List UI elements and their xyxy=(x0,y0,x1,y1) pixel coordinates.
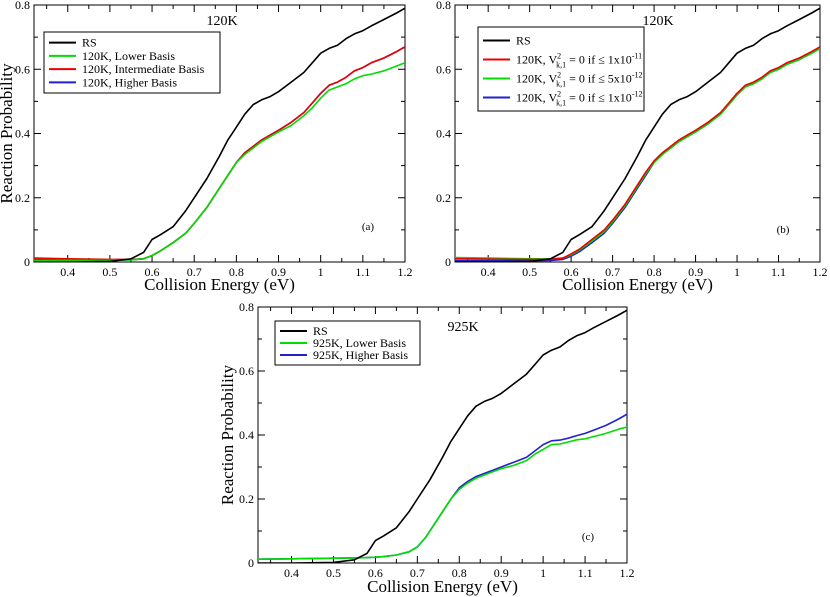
y-tick-label: 0.8 xyxy=(239,300,254,314)
x-tick-label: 0.9 xyxy=(271,265,286,279)
legend-label: 120K, Intermediate Basis xyxy=(82,62,205,76)
series-lines xyxy=(258,309,627,563)
x-axis-title: Collision Energy (eV) xyxy=(144,275,295,294)
legend-label: 925K, Higher Basis xyxy=(313,348,408,362)
legend-label: 120K, Higher Basis xyxy=(82,75,177,89)
x-tick-label: 0.9 xyxy=(494,566,509,580)
chart-panel-b: 0.4 0.5 0.6 0.7 0.8 0.9 1 1.1 1.200.20.40.60.8Co… xyxy=(436,0,828,294)
series-line-c xyxy=(258,426,627,560)
x-tick-label: 0.7 xyxy=(605,265,620,279)
x-tick-label: 0.4 xyxy=(284,566,299,580)
y-tick-label: 0.6 xyxy=(15,62,30,76)
y-tick-label: 0 xyxy=(445,255,451,269)
x-tick-label: 1 xyxy=(318,265,324,279)
x-tick-label: 1.2 xyxy=(398,265,413,279)
x-tick-label: 0.5 xyxy=(326,566,341,580)
y-tick-label: 0.4 xyxy=(239,428,254,442)
x-tick-label: 1 xyxy=(540,566,546,580)
x-tick-label: 0.8 xyxy=(647,265,662,279)
chart-panel-c: 0.4 0.5 0.6 0.7 0.8 0.9 1 1.1 1.200.20.40.60.8Co… xyxy=(218,300,635,596)
x-tick-label: 1.1 xyxy=(355,265,370,279)
legend-label: 120K, V2 k,1 = 0 if ≤ 5x10-12 xyxy=(516,71,642,89)
y-tick-label: 0.8 xyxy=(15,0,30,12)
x-axis-title: Collision Energy (eV) xyxy=(367,577,518,596)
x-tick-label: 0.5 xyxy=(522,265,537,279)
x-tick-label: 0.4 xyxy=(60,265,75,279)
x-tick-label: 0.7 xyxy=(410,566,425,580)
y-axis-title: Reaction Probability xyxy=(218,364,237,505)
series-line-a xyxy=(34,7,405,262)
x-tick-label: 0.7 xyxy=(187,265,202,279)
x-tick-label: 0.4 xyxy=(481,265,496,279)
series-line-b xyxy=(455,46,820,261)
panel-title: 120K xyxy=(642,14,673,29)
series-line-c xyxy=(258,413,627,560)
series-line-c xyxy=(258,309,627,563)
panel-tag: (a) xyxy=(362,221,375,233)
x-tick-label: 0.6 xyxy=(145,265,160,279)
legend-label: 120K, V2 k,1 = 0 if ≤ 1x10-12 xyxy=(516,90,642,108)
panel-title: 120K xyxy=(206,14,237,29)
series-lines xyxy=(34,7,405,262)
panel-tag: (c) xyxy=(582,531,595,543)
x-tick-label: 0.8 xyxy=(452,566,467,580)
chart-panel-a: 0.4 0.5 0.6 0.7 0.8 0.9 1 1.1 1.200.20.40.60.8Co… xyxy=(0,0,413,294)
x-tick-label: 1.1 xyxy=(578,566,593,580)
y-tick-label: 0.8 xyxy=(436,0,451,12)
panel-title: 925K xyxy=(447,320,478,335)
legend-label: RS xyxy=(82,36,97,50)
y-tick-label: 0 xyxy=(24,255,30,269)
legend-label: RS xyxy=(516,34,531,48)
y-axis-title: Reaction Probability xyxy=(0,63,16,204)
x-axis-title: Collision Energy (eV) xyxy=(562,275,713,294)
y-tick-label: 0.2 xyxy=(436,191,451,205)
x-tick-label: 0.6 xyxy=(368,566,383,580)
panel-tag: (b) xyxy=(777,224,790,236)
x-tick-label: 0.6 xyxy=(564,265,579,279)
y-tick-label: 0.4 xyxy=(436,127,451,141)
legend-label: RS xyxy=(313,324,328,338)
x-tick-label: 1.1 xyxy=(771,265,786,279)
y-tick-label: 0.6 xyxy=(436,62,451,76)
x-tick-label: 0.5 xyxy=(102,265,117,279)
y-tick-label: 0.4 xyxy=(15,127,30,141)
x-tick-label: 0.8 xyxy=(229,265,244,279)
legend-label: 120K, V2 k,1 = 0 if ≤ 1x10-11 xyxy=(516,52,642,70)
series-lines xyxy=(455,7,820,262)
y-tick-label: 0.2 xyxy=(239,492,254,506)
x-tick-label: 1 xyxy=(734,265,740,279)
y-tick-label: 0 xyxy=(248,556,254,570)
x-tick-label: 0.9 xyxy=(688,265,703,279)
series-line-a xyxy=(34,62,405,262)
series-line-b xyxy=(455,7,820,262)
y-tick-label: 0.2 xyxy=(15,191,30,205)
y-tick-label: 0.6 xyxy=(239,364,254,378)
legend-label: 120K, Lower Basis xyxy=(82,49,175,63)
x-tick-label: 1.2 xyxy=(813,265,828,279)
x-tick-label: 1.2 xyxy=(620,566,635,580)
legend-label: 925K, Lower Basis xyxy=(313,336,406,350)
